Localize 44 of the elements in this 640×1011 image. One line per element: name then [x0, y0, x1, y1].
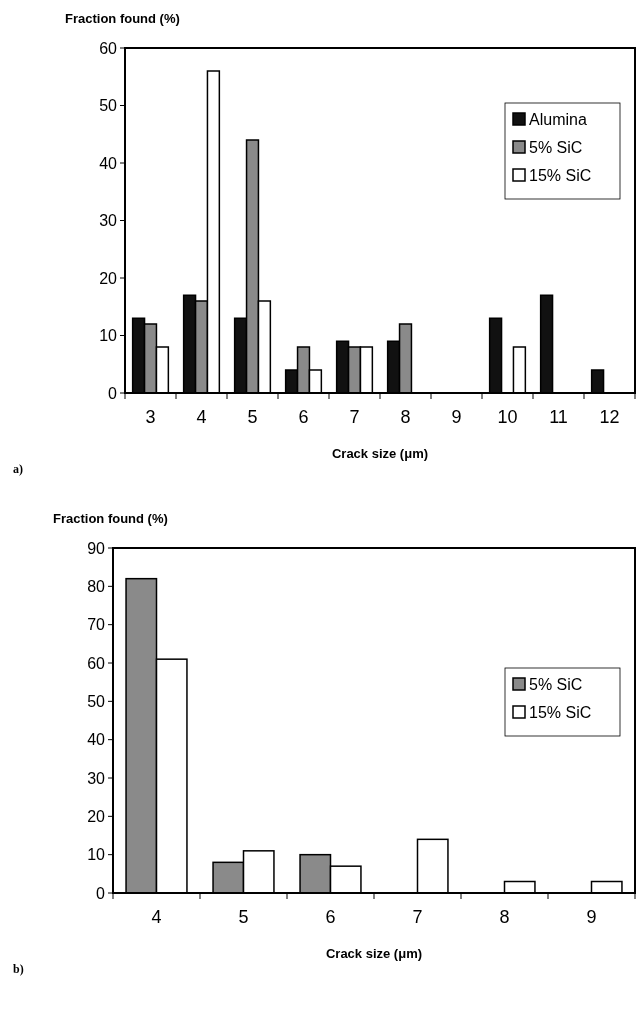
y-tick-label: 60 [99, 39, 118, 57]
x-axis-title: Crack size (μm) [325, 946, 423, 961]
y-axis-title: Fraction found (%) [65, 11, 180, 26]
x-tick-label: 5 [247, 407, 258, 427]
x-tick-label: 10 [497, 407, 518, 427]
y-tick-label: 30 [87, 769, 106, 787]
legend-label: 15% SiC [529, 703, 592, 721]
x-tick-label: 7 [412, 907, 423, 927]
x-axis-title: Crack size (μm) [331, 446, 429, 461]
y-tick-label: 70 [87, 616, 106, 634]
y-tick-label: 60 [87, 654, 106, 672]
x-tick-label: 6 [325, 907, 336, 927]
y-tick-label: 10 [87, 846, 106, 864]
y-tick-label: 30 [99, 212, 118, 230]
y-tick-label: 10 [99, 327, 118, 345]
x-tick-label: 5 [238, 907, 249, 927]
text: a) [13, 462, 23, 476]
y-tick-label: 40 [99, 154, 118, 172]
x-tick-label: 11 [549, 407, 568, 427]
x-tick-label: 4 [151, 907, 162, 927]
x-tick-label: 12 [599, 407, 620, 427]
x-tick-label: 9 [451, 407, 462, 427]
legend-label: 15% SiC [529, 166, 592, 184]
y-tick-label: 0 [108, 384, 118, 402]
y-tick-label: 50 [99, 97, 118, 115]
text: b) [13, 962, 24, 976]
y-tick-label: 0 [96, 884, 106, 902]
y-tick-label: 20 [99, 269, 118, 287]
legend-label: 5% SiC [529, 138, 583, 156]
x-tick-label: 9 [586, 907, 597, 927]
y-axis-title: Fraction found (%) [53, 511, 168, 526]
y-tick-label: 90 [87, 539, 106, 557]
x-tick-label: 3 [145, 407, 156, 427]
x-tick-label: 8 [400, 407, 411, 427]
y-tick-label: 20 [87, 807, 106, 825]
x-tick-label: 4 [196, 407, 207, 427]
x-tick-label: 7 [349, 407, 360, 427]
y-tick-label: 80 [87, 577, 106, 595]
legend-label: 5% SiC [529, 675, 583, 693]
x-tick-label: 6 [298, 407, 309, 427]
y-tick-label: 50 [87, 692, 106, 710]
y-tick-label: 40 [87, 731, 106, 749]
x-tick-label: 8 [499, 907, 510, 927]
legend-label: Alumina [529, 110, 587, 128]
